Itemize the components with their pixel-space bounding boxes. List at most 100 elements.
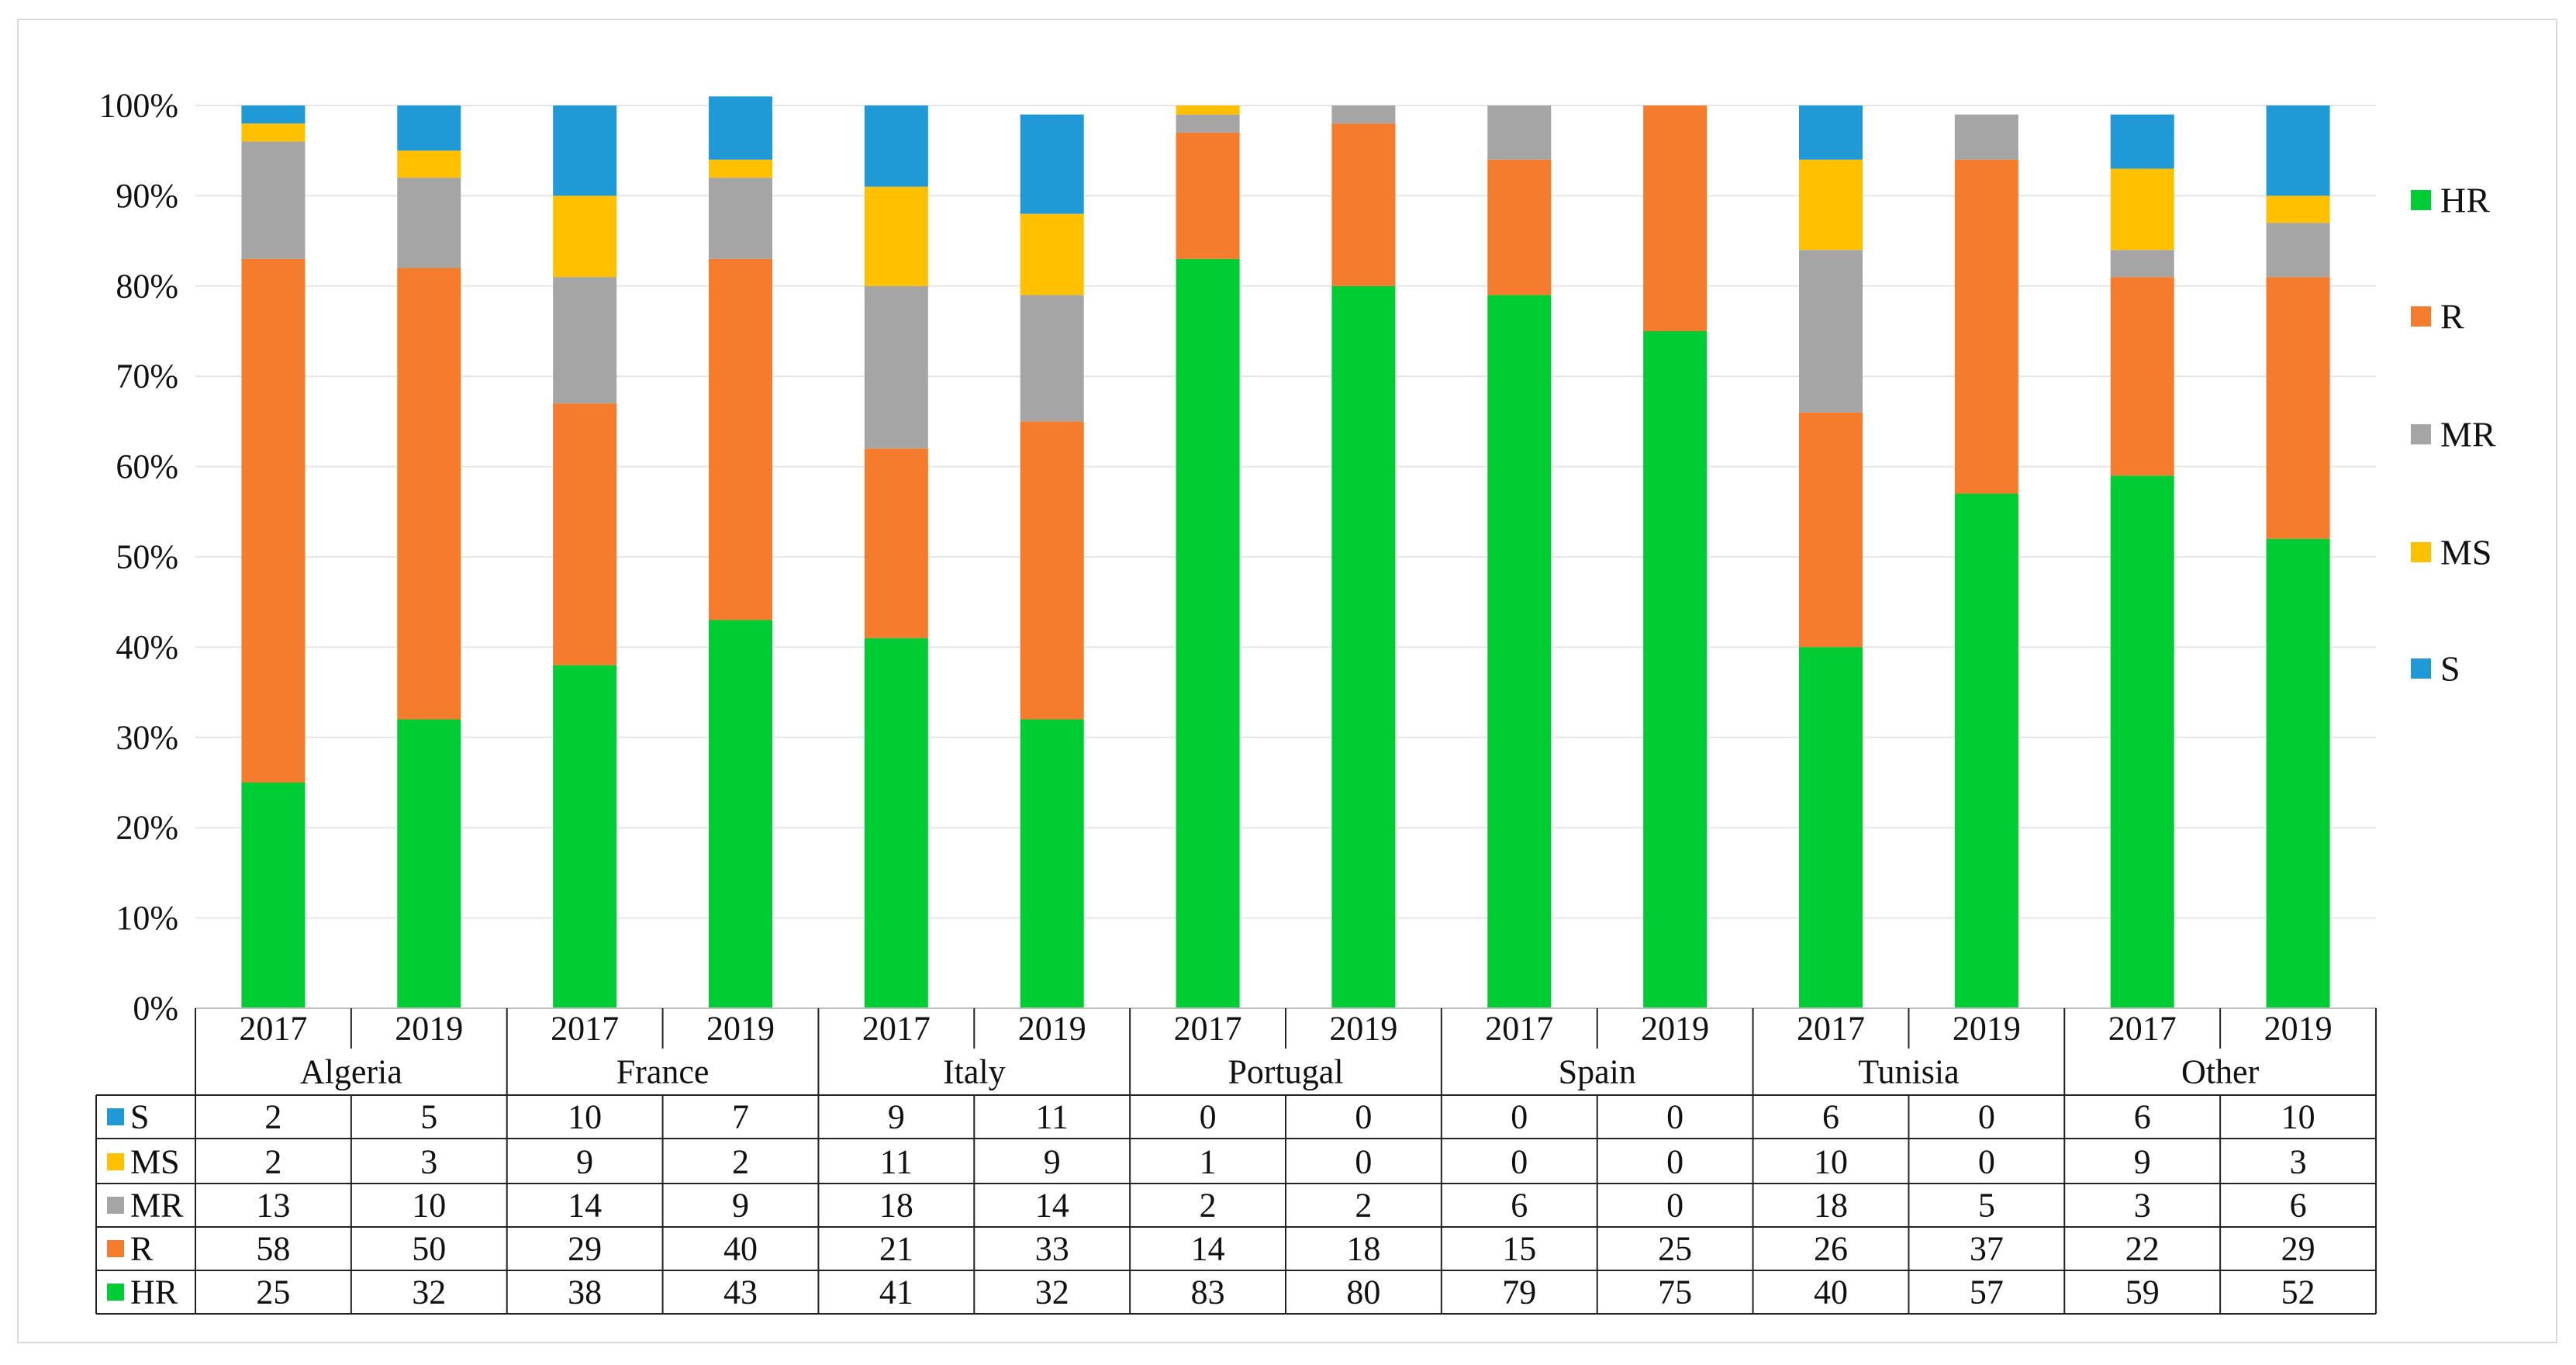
table-cell-value: 57 [1970,1273,2004,1311]
bar-ms [397,150,461,178]
bar-mr [2110,250,2174,278]
table-cell-value: 11 [880,1143,913,1181]
table-cell-value: 2 [732,1143,749,1181]
table-cell-value: 7 [732,1098,749,1136]
bar-mr [864,285,928,449]
table-cell-value: 2 [264,1143,281,1181]
y-tick-label: 20% [116,809,178,847]
table-cell-value: 0 [1978,1143,1995,1181]
bar-mr [553,277,617,404]
bar-mr [709,178,772,259]
table-cell-value: 10 [568,1098,602,1136]
table-legend-key-s [107,1108,124,1125]
table-legend-key-r [107,1240,124,1257]
y-tick-label: 50% [116,538,178,576]
table-cell-value: 29 [2281,1230,2315,1268]
legend-swatch-ms [2411,542,2431,562]
group-cell-mask [2218,1049,2223,1094]
bar-hr [1643,331,1708,1008]
bar-mr [1487,105,1552,160]
bar-ms [553,195,617,278]
table-cell-value: 79 [1502,1273,1536,1311]
bar-s [864,105,928,187]
table-cell-value: 50 [412,1230,446,1268]
table-cell-value: 0 [1355,1143,1372,1181]
chart-frame: 0% 10% 20% 30% 40% 50% 60% 70% 80% 90% 100% 2017 201… [17,19,2557,1343]
y-tick-label: 40% [116,628,178,666]
bar-r [1954,159,2018,494]
table-cell-value: 3 [420,1143,437,1181]
bar-hr [1176,258,1240,1008]
table-cell-value: 37 [1970,1230,2004,1268]
x-group-label: Portugal [1228,1053,1343,1091]
table-cell-value: 6 [1822,1098,1839,1136]
x-tick-year: 2019 [395,1010,463,1048]
bar-s [1020,114,1084,214]
table-legend-key-mr [107,1197,124,1214]
table-cell-value: 13 [256,1187,290,1225]
table-cell-value: 5 [1978,1187,1995,1225]
table-cell-value: 9 [2134,1143,2151,1181]
legend-swatch-s [2411,658,2431,679]
table-cell-value: 83 [1191,1273,1225,1311]
table-cell-value: 9 [888,1098,905,1136]
table-row-label: HR [130,1273,178,1311]
table-cell-value: 25 [1658,1230,1692,1268]
bar-hr [1954,493,2018,1008]
bar-r [553,403,617,665]
bar-hr [241,783,306,1008]
bar-ms [2110,168,2174,251]
bar-hr [2266,538,2330,1008]
table-cell-value: 1 [1200,1143,1217,1181]
table-cell-value: 41 [879,1273,913,1311]
bar-hr [1487,295,1552,1008]
bar-s [241,105,306,124]
table-cell-value: 3 [2290,1143,2307,1181]
x-tick-year: 2017 [862,1010,931,1048]
table-legend-key-hr [107,1284,124,1301]
group-cell-mask [1594,1049,1600,1094]
legend-label: S [2440,649,2460,689]
bar-s [2110,114,2174,169]
legend-label: R [2440,297,2464,337]
bar-r [864,448,928,638]
bar-hr [397,719,461,1008]
table-cell-value: 18 [1346,1230,1380,1268]
table-cell-value: 26 [1814,1230,1848,1268]
x-group-label: Tunisia [1858,1053,1959,1091]
bar-mr [2266,223,2330,278]
bar-r [1643,105,1708,331]
y-tick-label: 10% [116,899,178,937]
legend-swatch-r [2411,306,2431,327]
table-row-label: MS [130,1143,180,1181]
bar-hr [1020,719,1084,1008]
table-cell-value: 0 [1978,1098,1995,1136]
table-cell-value: 5 [420,1098,437,1136]
table-cell-value: 59 [2125,1273,2160,1311]
x-tick-year: 2017 [1797,1010,1865,1048]
table-cell-value: 0 [1511,1098,1528,1136]
table-cell-value: 22 [2125,1230,2160,1268]
table-cell-value: 21 [879,1230,913,1268]
table-cell-value: 6 [2134,1098,2151,1136]
table-cell-value: 80 [1346,1273,1380,1311]
y-tick-label: 30% [116,718,178,756]
bar-hr [1799,647,1863,1008]
table-cell-value: 33 [1035,1230,1069,1268]
y-tick-label: 90% [116,177,178,215]
bar-ms [709,159,772,178]
bar-mr [241,141,306,259]
bar-hr [709,620,772,1008]
x-tick-year: 2017 [239,1010,307,1048]
group-cell-mask [1906,1049,1911,1094]
table-cell-value: 0 [1200,1098,1217,1136]
table-cell-value: 6 [2290,1187,2307,1225]
legend-label: HR [2440,181,2490,220]
bar-hr [553,665,617,1008]
bar-r [397,268,461,720]
bar-r [241,258,306,783]
table-cell-value: 18 [879,1187,913,1225]
table-cell-value: 10 [1814,1143,1848,1181]
bar-mr [1954,114,2018,160]
bar-mr [1799,250,1863,413]
